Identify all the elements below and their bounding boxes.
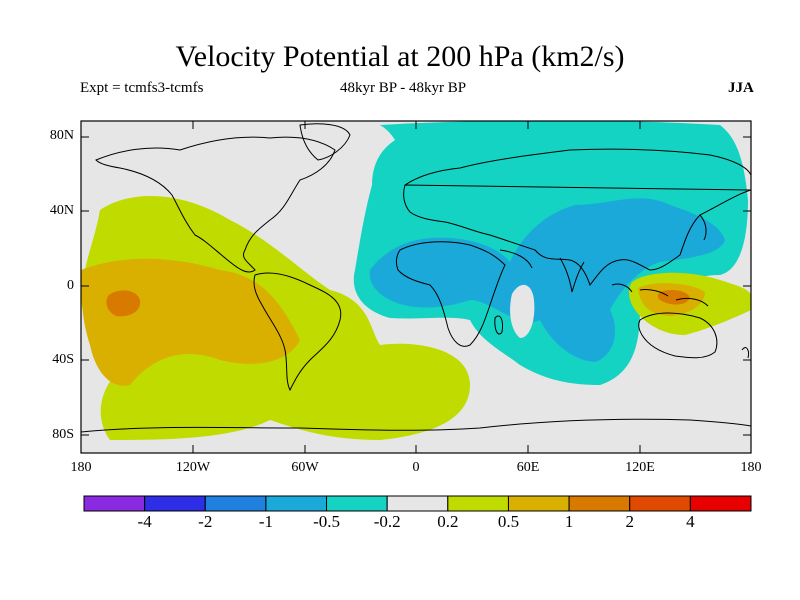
colorbar-box-6 [447, 495, 509, 512]
period-label: 48kyr BP - 48kyr BP [340, 80, 467, 96]
colorbar-label: 0.5 [497, 512, 520, 531]
colorbar-box-5 [386, 495, 449, 512]
page-title: Velocity Potential at 200 hPa (km2/s) [175, 40, 625, 73]
colorbar-box-0 [83, 495, 146, 512]
lon-label-180e: 180 [740, 460, 762, 475]
negative-core-eurasia [369, 198, 725, 362]
lon-label-60e: 60E [516, 460, 540, 475]
lat-label-40n: 40N [49, 203, 74, 218]
lon-label-180w: 180 [70, 460, 92, 475]
lat-label-0: 0 [67, 278, 74, 293]
colorbar-label: -0.2 [373, 512, 401, 531]
lon-label-120e: 120E [625, 460, 655, 475]
colorbar-box-10 [689, 495, 752, 512]
experiment-label: Expt = tcmfs3-tcmfs [80, 80, 204, 96]
lon-label-0: 0 [412, 460, 420, 475]
axis-ticks [81, 121, 751, 453]
colorbar-box-7 [507, 495, 570, 512]
lon-label-120w: 120W [175, 460, 211, 475]
lat-label-80s: 80S [52, 427, 74, 442]
colorbar-box-2 [204, 495, 267, 512]
colorbar-box-9 [629, 495, 691, 512]
positive-peak-pacific [106, 290, 141, 317]
colorbar-label: 2 [625, 512, 634, 531]
colorbar-box-4 [326, 495, 388, 512]
colorbar-label: -1 [258, 512, 273, 531]
colorbar-box-1 [144, 495, 206, 512]
colorbar-box-3 [265, 495, 328, 512]
neutral-patch-indian-ocean [510, 284, 535, 338]
coastlines [81, 123, 751, 433]
colorbar [83, 495, 752, 512]
lat-label-40s: 40S [52, 352, 74, 367]
colorbar-label: 4 [686, 512, 695, 531]
colorbar-label: -4 [137, 512, 152, 531]
lon-label-60w: 60W [291, 460, 319, 475]
colorbar-label: 1 [564, 512, 574, 531]
positive-core-pacific [81, 258, 300, 386]
colorbar-box-8 [568, 495, 631, 512]
positive-peak-west-pacific [657, 290, 690, 305]
season-label: JJA [728, 80, 754, 96]
lat-label-80n: 80N [49, 128, 74, 143]
colorbar-label: -0.5 [313, 512, 340, 531]
colorbar-label: 0.2 [437, 512, 459, 531]
colorbar-label: -2 [198, 512, 213, 531]
